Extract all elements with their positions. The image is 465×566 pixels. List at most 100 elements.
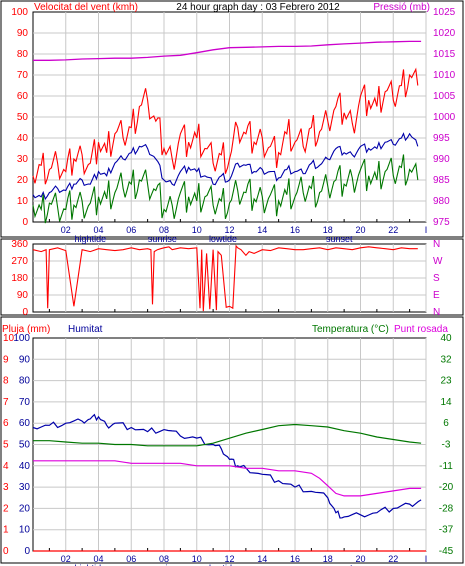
event-label: sunrise (148, 234, 177, 244)
humidity-tick-label: 50 (19, 440, 31, 451)
temperature-tick-label: -28 (439, 503, 454, 514)
humidity-tick-label: 70 (19, 397, 31, 408)
direction-tick-label: 270 (11, 256, 28, 267)
rain-axis-title: Pluja (mm) (2, 324, 50, 335)
wind-tick-label: 30 (17, 154, 29, 165)
hour-tick-label: 10 (192, 554, 202, 564)
rain-tick-label: 10 (3, 333, 15, 344)
wind-wind-low-line (32, 154, 419, 224)
wind-direction-line (32, 244, 418, 312)
compass-tick-label: S (433, 273, 440, 284)
hour-tick-label: I (425, 554, 428, 564)
temperature-tick-label: -37 (439, 525, 454, 536)
rain-tick-label: 6 (3, 418, 9, 429)
chart-title: 24 hour graph day : 03 Febrero 2012 (176, 2, 340, 13)
hour-tick-label: 04 (93, 225, 103, 235)
wind-tick-label: 60 (17, 91, 29, 102)
rain-tick-label: 2 (3, 503, 9, 514)
pressure-tick-label: 1000 (433, 112, 456, 123)
hour-tick-label: 08 (159, 225, 169, 235)
humidity-tick-label: 100 (13, 333, 30, 344)
pressure-tick-label: 1025 (433, 7, 456, 18)
humidity-tick-label: 30 (19, 482, 31, 493)
hour-tick-label: 04 (93, 554, 103, 564)
wind-tick-label: 80 (17, 49, 29, 60)
hour-tick-label: 02 (61, 554, 71, 564)
temperature-tick-label: 23 (440, 376, 452, 387)
hour-tick-label: 06 (126, 225, 136, 235)
pressure-tick-label: 995 (433, 133, 450, 144)
compass-tick-label: W (433, 256, 443, 267)
compass-tick-label: N (433, 307, 440, 318)
wind-tick-label: 90 (17, 28, 29, 39)
event-label: lowtide (209, 563, 237, 566)
pressure-tick-label: 1005 (433, 91, 456, 102)
grid-lines (33, 12, 427, 551)
rain-tick-label: 8 (3, 376, 9, 387)
temperature-tick-label: 32 (440, 354, 452, 365)
compass-tick-label: E (433, 290, 440, 301)
temperature-tick-label: -3 (442, 440, 451, 451)
pressure-axis-title: Pressió (mb) (373, 2, 430, 13)
hour-tick-label: 06 (126, 554, 136, 564)
humidity-tick-label: 60 (19, 418, 31, 429)
wind-tick-label: 0 (22, 217, 28, 228)
direction-tick-label: 180 (11, 273, 28, 284)
temperature-tick-label: -11 (439, 461, 453, 472)
hour-tick-label: 14 (257, 554, 267, 564)
temperature-line (33, 423, 422, 447)
humidity-tick-label: 80 (19, 376, 31, 387)
event-label: sunset (326, 234, 353, 244)
temperature-tick-label: 40 (440, 333, 452, 344)
rain-tick-label: 3 (3, 482, 9, 493)
humidity-tick-label: 10 (19, 525, 31, 536)
rain-tick-label: 0 (3, 546, 9, 557)
pressure-line (33, 40, 422, 61)
hour-tick-label: 20 (355, 225, 365, 235)
humidity-tick-label: 20 (19, 503, 31, 514)
humidity-line (32, 413, 422, 519)
temperature-tick-label: 14 (440, 397, 452, 408)
pressure-tick-label: 980 (433, 196, 450, 207)
event-label: sunset (326, 563, 353, 566)
hour-tick-label: 16 (290, 225, 300, 235)
wind-tick-label: 40 (17, 133, 29, 144)
hour-tick-label: 10 (192, 225, 202, 235)
wind-mean-line (32, 132, 419, 201)
event-label: hightide (75, 234, 107, 244)
humidity-tick-label: 40 (19, 461, 31, 472)
rain-tick-label: 9 (3, 354, 9, 365)
pressure-tick-label: 1010 (433, 70, 456, 81)
pressure-tick-label: 990 (433, 154, 450, 165)
pressure-tick-label: 1020 (433, 28, 456, 39)
hour-tick-label: 22 (388, 554, 398, 564)
direction-tick-label: 360 (11, 239, 28, 250)
event-label: hightide (75, 563, 107, 566)
wind-tick-label: 70 (17, 70, 29, 81)
rain-tick-label: 1 (3, 525, 9, 536)
rain-tick-label: 4 (3, 461, 9, 472)
temperature-tick-label: -45 (439, 546, 454, 557)
pressure-tick-label: 975 (433, 217, 450, 228)
hour-tick-label: 20 (355, 554, 365, 564)
humidity-tick-label: 90 (19, 354, 31, 365)
hour-tick-label: 18 (323, 554, 333, 564)
wind-tick-label: 50 (17, 112, 29, 123)
hour-tick-label: 16 (290, 554, 300, 564)
hour-tick-label: 08 (159, 554, 169, 564)
hour-tick-label: 18 (323, 225, 333, 235)
wind-axis-title: Velocitat del vent (kmh) (34, 2, 138, 13)
dewpoint-line (33, 460, 422, 497)
wind-tick-label: 100 (11, 7, 28, 18)
hour-tick-label: 02 (61, 225, 71, 235)
hour-tick-label: 14 (257, 225, 267, 235)
wind-gust-line (32, 67, 419, 185)
temperature-axis-title: Temperatura (°C) (312, 324, 389, 335)
hour-tick-label: 22 (388, 225, 398, 235)
pressure-tick-label: 985 (433, 175, 450, 186)
wind-tick-label: 10 (17, 196, 29, 207)
rain-tick-label: 7 (3, 397, 9, 408)
temperature-tick-label: 6 (443, 418, 449, 429)
